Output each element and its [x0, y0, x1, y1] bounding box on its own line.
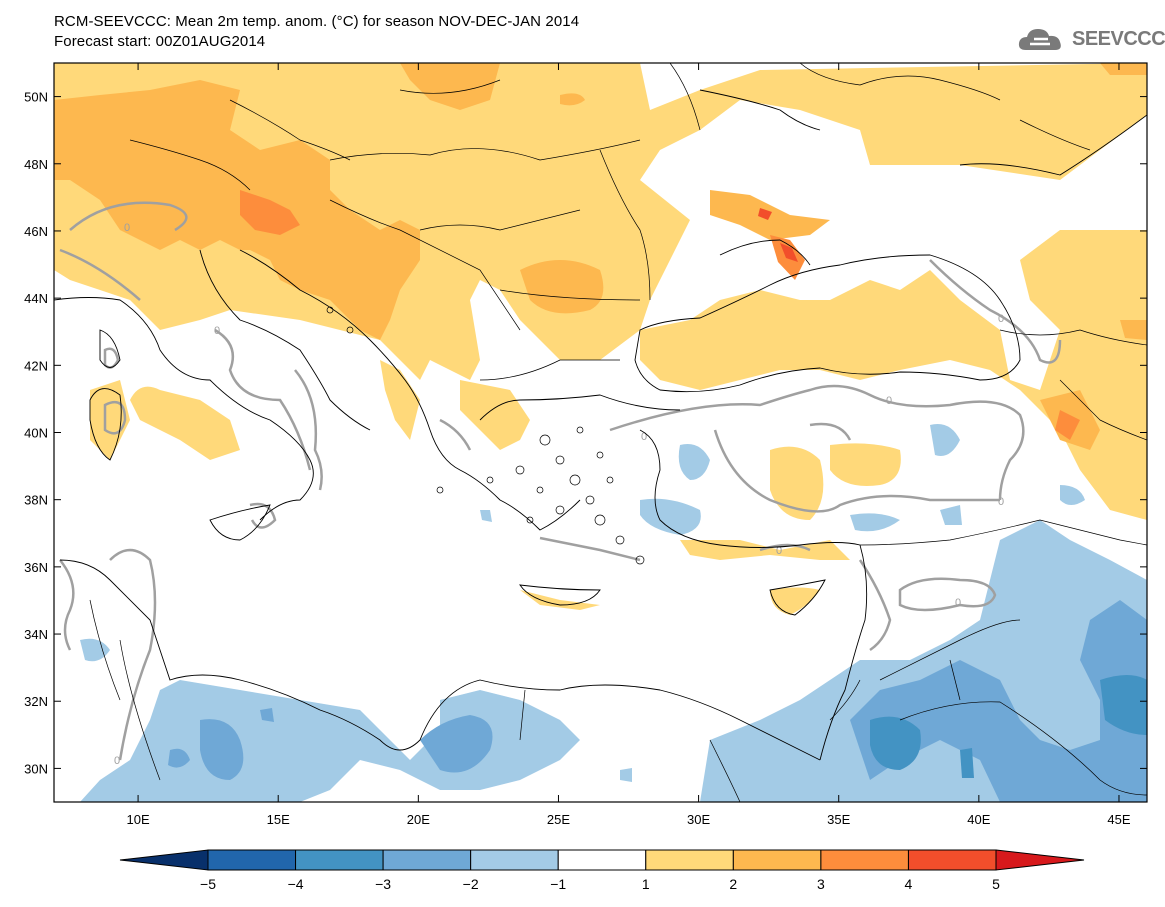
lon-tick-label: 20E: [407, 812, 430, 827]
colorbar-segment: [557, 849, 647, 871]
colorbar-label: −4: [288, 876, 304, 892]
colorbar-label: −3: [375, 876, 391, 892]
colorbar-label: 2: [729, 876, 737, 892]
colorbar-label: −2: [463, 876, 479, 892]
seevccc-logo: SEEVCCC: [1016, 22, 1165, 56]
lat-tick-label: 42N: [24, 358, 48, 373]
logo-text: SEEVCCC: [1072, 28, 1165, 50]
longitude-axis: 10E 15E 20E 25E 30E 35E 40E 45E: [127, 63, 1131, 827]
cloud-icon: [1018, 29, 1061, 50]
zero-contours: [59, 201, 1062, 761]
map-field: 0 0 0 0 0 0 0 0 0: [54, 63, 1147, 802]
title-line-2: Forecast start: 00Z01AUG2014: [54, 33, 266, 50]
lon-tick-label: 25E: [547, 812, 570, 827]
contour-label: 0: [214, 325, 220, 337]
lon-tick-label: 30E: [687, 812, 710, 827]
colorbar-label: −5: [200, 876, 216, 892]
contour-label: 0: [641, 431, 647, 443]
colorbar-segment: [820, 849, 909, 871]
colorbar-segment: [382, 849, 472, 871]
colorbar-segment: [470, 849, 559, 871]
colorbar-label: 1: [642, 876, 650, 892]
anomaly-shading-positive-4-5: [758, 208, 798, 262]
contour-label: 0: [998, 496, 1004, 508]
contour-label: 0: [998, 313, 1004, 325]
colorbar: −5 −4 −3 −2 −1 1 2 3 4 5: [119, 849, 1085, 892]
colorbar-segment: [295, 849, 384, 871]
colorbar-label: 3: [817, 876, 825, 892]
lat-tick-label: 34N: [24, 627, 48, 642]
lon-tick-label: 10E: [127, 812, 150, 827]
anomaly-shading-negative-2-3: [168, 600, 1147, 802]
lon-tick-label: 15E: [267, 812, 290, 827]
lat-tick-label: 48N: [24, 157, 48, 172]
lon-tick-label: 40E: [967, 812, 990, 827]
lat-tick-label: 32N: [24, 694, 48, 709]
colorbar-low-cap: [119, 849, 209, 871]
country-borders: [89, 63, 1147, 802]
title-line-1: RCM-SEEVCCC: Mean 2m temp. anom. (°C) fo…: [54, 13, 580, 30]
lat-tick-label: 44N: [24, 291, 48, 306]
contour-label: 0: [776, 545, 782, 557]
contour-label: 0: [955, 597, 961, 609]
chart-title: RCM-SEEVCCC: Mean 2m temp. anom. (°C) fo…: [54, 12, 579, 52]
colorbar-high-cap: [995, 849, 1085, 871]
lon-tick-label: 35E: [827, 812, 850, 827]
anomaly-shading-negative-3-4: [870, 675, 1147, 778]
lon-tick-label: 45E: [1107, 812, 1130, 827]
lat-tick-label: 46N: [24, 224, 48, 239]
colorbar-segment: [207, 849, 297, 871]
colorbar-segment: [732, 849, 822, 871]
lat-tick-label: 50N: [24, 90, 48, 105]
lat-tick-label: 36N: [24, 560, 48, 575]
zero-contour-labels: 0 0 0 0 0 0 0 0 0: [114, 222, 1004, 767]
contour-label: 0: [886, 395, 892, 407]
anomaly-shading-positive-1-2: [54, 63, 1147, 615]
latitude-axis: 30N 32N 34N 36N 38N 40N 42N 44N 46N 48N 50N: [24, 90, 1147, 776]
coastlines: [54, 89, 1147, 761]
aegean-islands: [326, 306, 645, 565]
colorbar-label: 4: [905, 876, 913, 892]
colorbar-segment: [645, 849, 734, 871]
lat-tick-label: 30N: [24, 761, 48, 776]
lat-tick-label: 38N: [24, 493, 48, 508]
lat-tick-label: 40N: [24, 426, 48, 441]
contour-label: 0: [124, 222, 130, 234]
colorbar-segment: [907, 849, 997, 871]
colorbar-label: −1: [550, 876, 566, 892]
contour-label: 0: [114, 755, 120, 767]
colorbar-label: 5: [992, 876, 1000, 892]
